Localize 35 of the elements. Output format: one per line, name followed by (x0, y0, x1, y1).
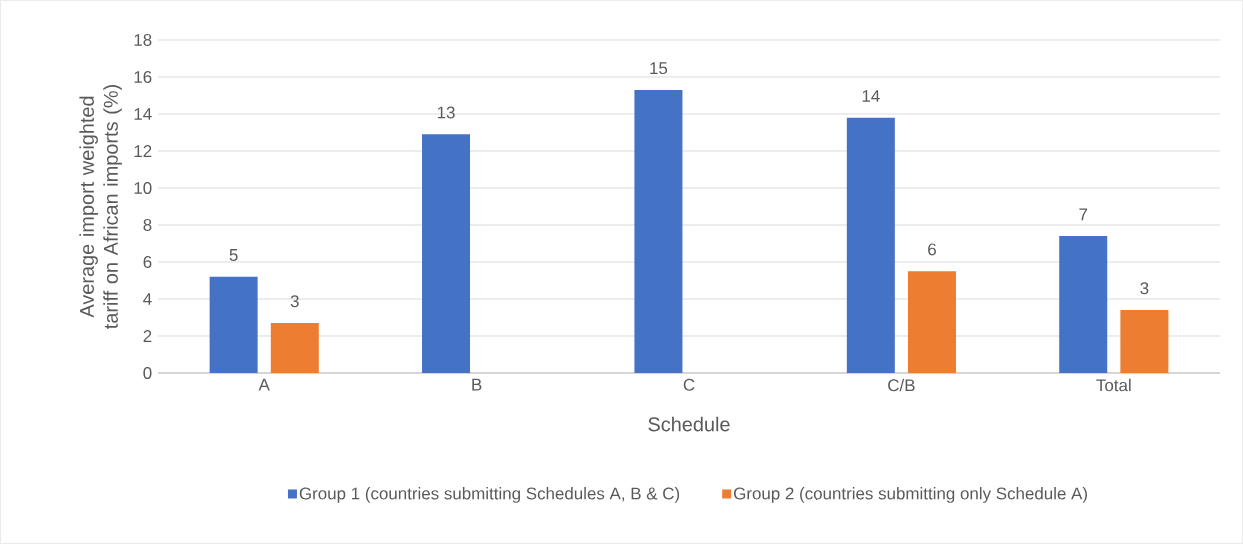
x-tick-label: A (258, 378, 270, 391)
data-label: 3 (1140, 282, 1149, 295)
data-label: 14 (862, 90, 880, 102)
y-tick-label: 10 (134, 181, 152, 194)
bar (209, 276, 258, 373)
legend-label: Group 1 (countries submitting Schedules A, B & C) (299, 487, 680, 503)
y-tick-label: 14 (134, 108, 152, 120)
x-axis-title: Schedule (648, 416, 730, 432)
data-label: 7 (1079, 208, 1088, 221)
legend-label: Group 2 (countries submitting only Schedule A) (734, 487, 1087, 503)
x-tick-label: Total (1096, 378, 1131, 392)
y-tick-label: 8 (143, 218, 152, 231)
y-tick-label: 6 (143, 255, 152, 268)
y-axis-title: Average import weighted tariff on African imports (%) (79, 85, 122, 329)
x-tick-label: B (472, 378, 482, 391)
data-label: 3 (290, 295, 299, 308)
y-tick-label: 18 (134, 33, 152, 46)
y-tick-label: 12 (134, 145, 152, 157)
data-label: 5 (229, 249, 238, 261)
y-tick-label: 16 (134, 70, 152, 83)
bar (634, 89, 683, 373)
y-tick-label: 0 (143, 366, 152, 379)
data-label: 13 (437, 106, 455, 119)
x-tick-label: C/B (888, 378, 915, 392)
data-label: 15 (650, 62, 668, 75)
x-tick-label: C (683, 378, 695, 391)
bar (422, 134, 471, 373)
y-tick-label: 4 (143, 293, 152, 305)
bar (846, 117, 895, 373)
bar (270, 323, 319, 373)
bar (907, 271, 956, 373)
y-tick-label: 2 (143, 330, 152, 342)
data-label: 6 (928, 243, 936, 256)
bar (1120, 310, 1169, 373)
bar (1059, 236, 1108, 373)
